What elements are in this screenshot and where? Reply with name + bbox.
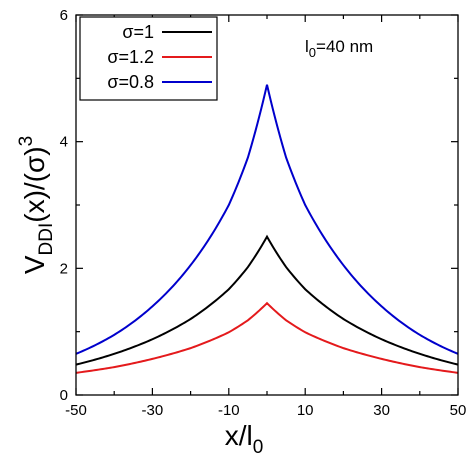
tick-label: 4 — [60, 134, 68, 151]
series-line — [75, 84, 459, 355]
tick-label: 50 — [450, 402, 467, 419]
legend-entry: σ=1 — [122, 22, 212, 42]
tick-label: -30 — [142, 402, 164, 419]
legend-label: σ=1 — [122, 22, 154, 42]
tick-label: 30 — [373, 402, 390, 419]
tick-label: -50 — [65, 402, 87, 419]
legend: σ=1 σ=1.2 σ=0.8 — [79, 16, 218, 101]
annotation-l0: l0=40 nm — [305, 37, 373, 60]
ticks: -50 -30 -10 10 30 50 0 2 4 6 — [60, 7, 467, 419]
tick-label: 10 — [297, 402, 314, 419]
series-line — [75, 234, 459, 366]
tick-label: 6 — [60, 7, 68, 24]
tick-label: 0 — [60, 387, 68, 404]
legend-entry: σ=1.2 — [107, 47, 212, 67]
tick-label: 2 — [60, 260, 68, 277]
legend-label: σ=0.8 — [107, 72, 154, 92]
legend-box — [79, 16, 218, 101]
legend-entry: σ=0.8 — [107, 72, 212, 92]
curves — [75, 84, 459, 374]
y-axis-label: VDDI(x)/(σ)3 — [16, 136, 57, 274]
x-axis-label: x/l0 — [225, 420, 264, 458]
tick-label: -10 — [218, 402, 240, 419]
legend-label: σ=1.2 — [107, 47, 154, 67]
series-line — [75, 301, 459, 374]
